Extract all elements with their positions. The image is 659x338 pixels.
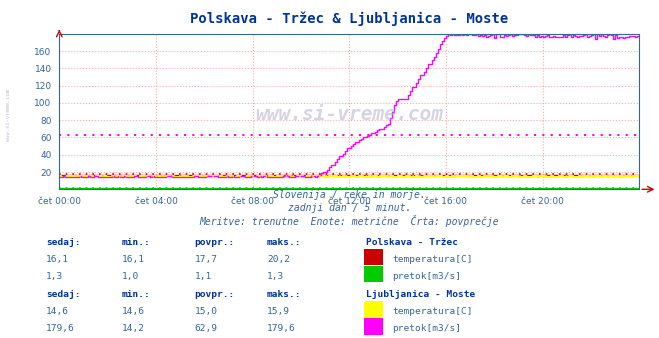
- Text: maks.:: maks.:: [267, 290, 301, 299]
- Text: 14,2: 14,2: [122, 324, 145, 333]
- Text: 15,0: 15,0: [194, 307, 217, 316]
- Text: www.si-vreme.com: www.si-vreme.com: [255, 105, 444, 124]
- Text: 179,6: 179,6: [267, 324, 296, 333]
- Text: temperatura[C]: temperatura[C]: [392, 307, 473, 316]
- Text: 1,3: 1,3: [46, 272, 63, 281]
- Text: 1,3: 1,3: [267, 272, 284, 281]
- Text: 1,1: 1,1: [194, 272, 212, 281]
- Text: Meritve: trenutne  Enote: metrične  Črta: povprečje: Meritve: trenutne Enote: metrične Črta: …: [200, 215, 499, 227]
- Text: min.:: min.:: [122, 238, 151, 247]
- Text: sedaj:: sedaj:: [46, 238, 80, 247]
- Text: povpr.:: povpr.:: [194, 238, 235, 247]
- Text: Polskava - Tržec: Polskava - Tržec: [366, 238, 458, 247]
- Text: pretok[m3/s]: pretok[m3/s]: [392, 272, 461, 281]
- Text: 1,0: 1,0: [122, 272, 139, 281]
- Text: zadnji dan / 5 minut.: zadnji dan / 5 minut.: [287, 203, 411, 213]
- Text: Slovenija / reke in morje.: Slovenija / reke in morje.: [273, 190, 426, 200]
- Text: 16,1: 16,1: [122, 255, 145, 264]
- Text: 179,6: 179,6: [46, 324, 75, 333]
- Text: min.:: min.:: [122, 290, 151, 299]
- Text: Ljubljanica - Moste: Ljubljanica - Moste: [366, 290, 475, 299]
- Text: pretok[m3/s]: pretok[m3/s]: [392, 324, 461, 333]
- Text: 14,6: 14,6: [122, 307, 145, 316]
- Text: 14,6: 14,6: [46, 307, 69, 316]
- Text: 20,2: 20,2: [267, 255, 290, 264]
- Text: temperatura[C]: temperatura[C]: [392, 255, 473, 264]
- Text: 62,9: 62,9: [194, 324, 217, 333]
- Text: www.si-vreme.com: www.si-vreme.com: [6, 89, 11, 141]
- Text: Polskava - Tržec & Ljubljanica - Moste: Polskava - Tržec & Ljubljanica - Moste: [190, 12, 508, 26]
- Text: 17,7: 17,7: [194, 255, 217, 264]
- Text: 16,1: 16,1: [46, 255, 69, 264]
- Text: povpr.:: povpr.:: [194, 290, 235, 299]
- Text: sedaj:: sedaj:: [46, 290, 80, 299]
- Text: 15,9: 15,9: [267, 307, 290, 316]
- Text: maks.:: maks.:: [267, 238, 301, 247]
